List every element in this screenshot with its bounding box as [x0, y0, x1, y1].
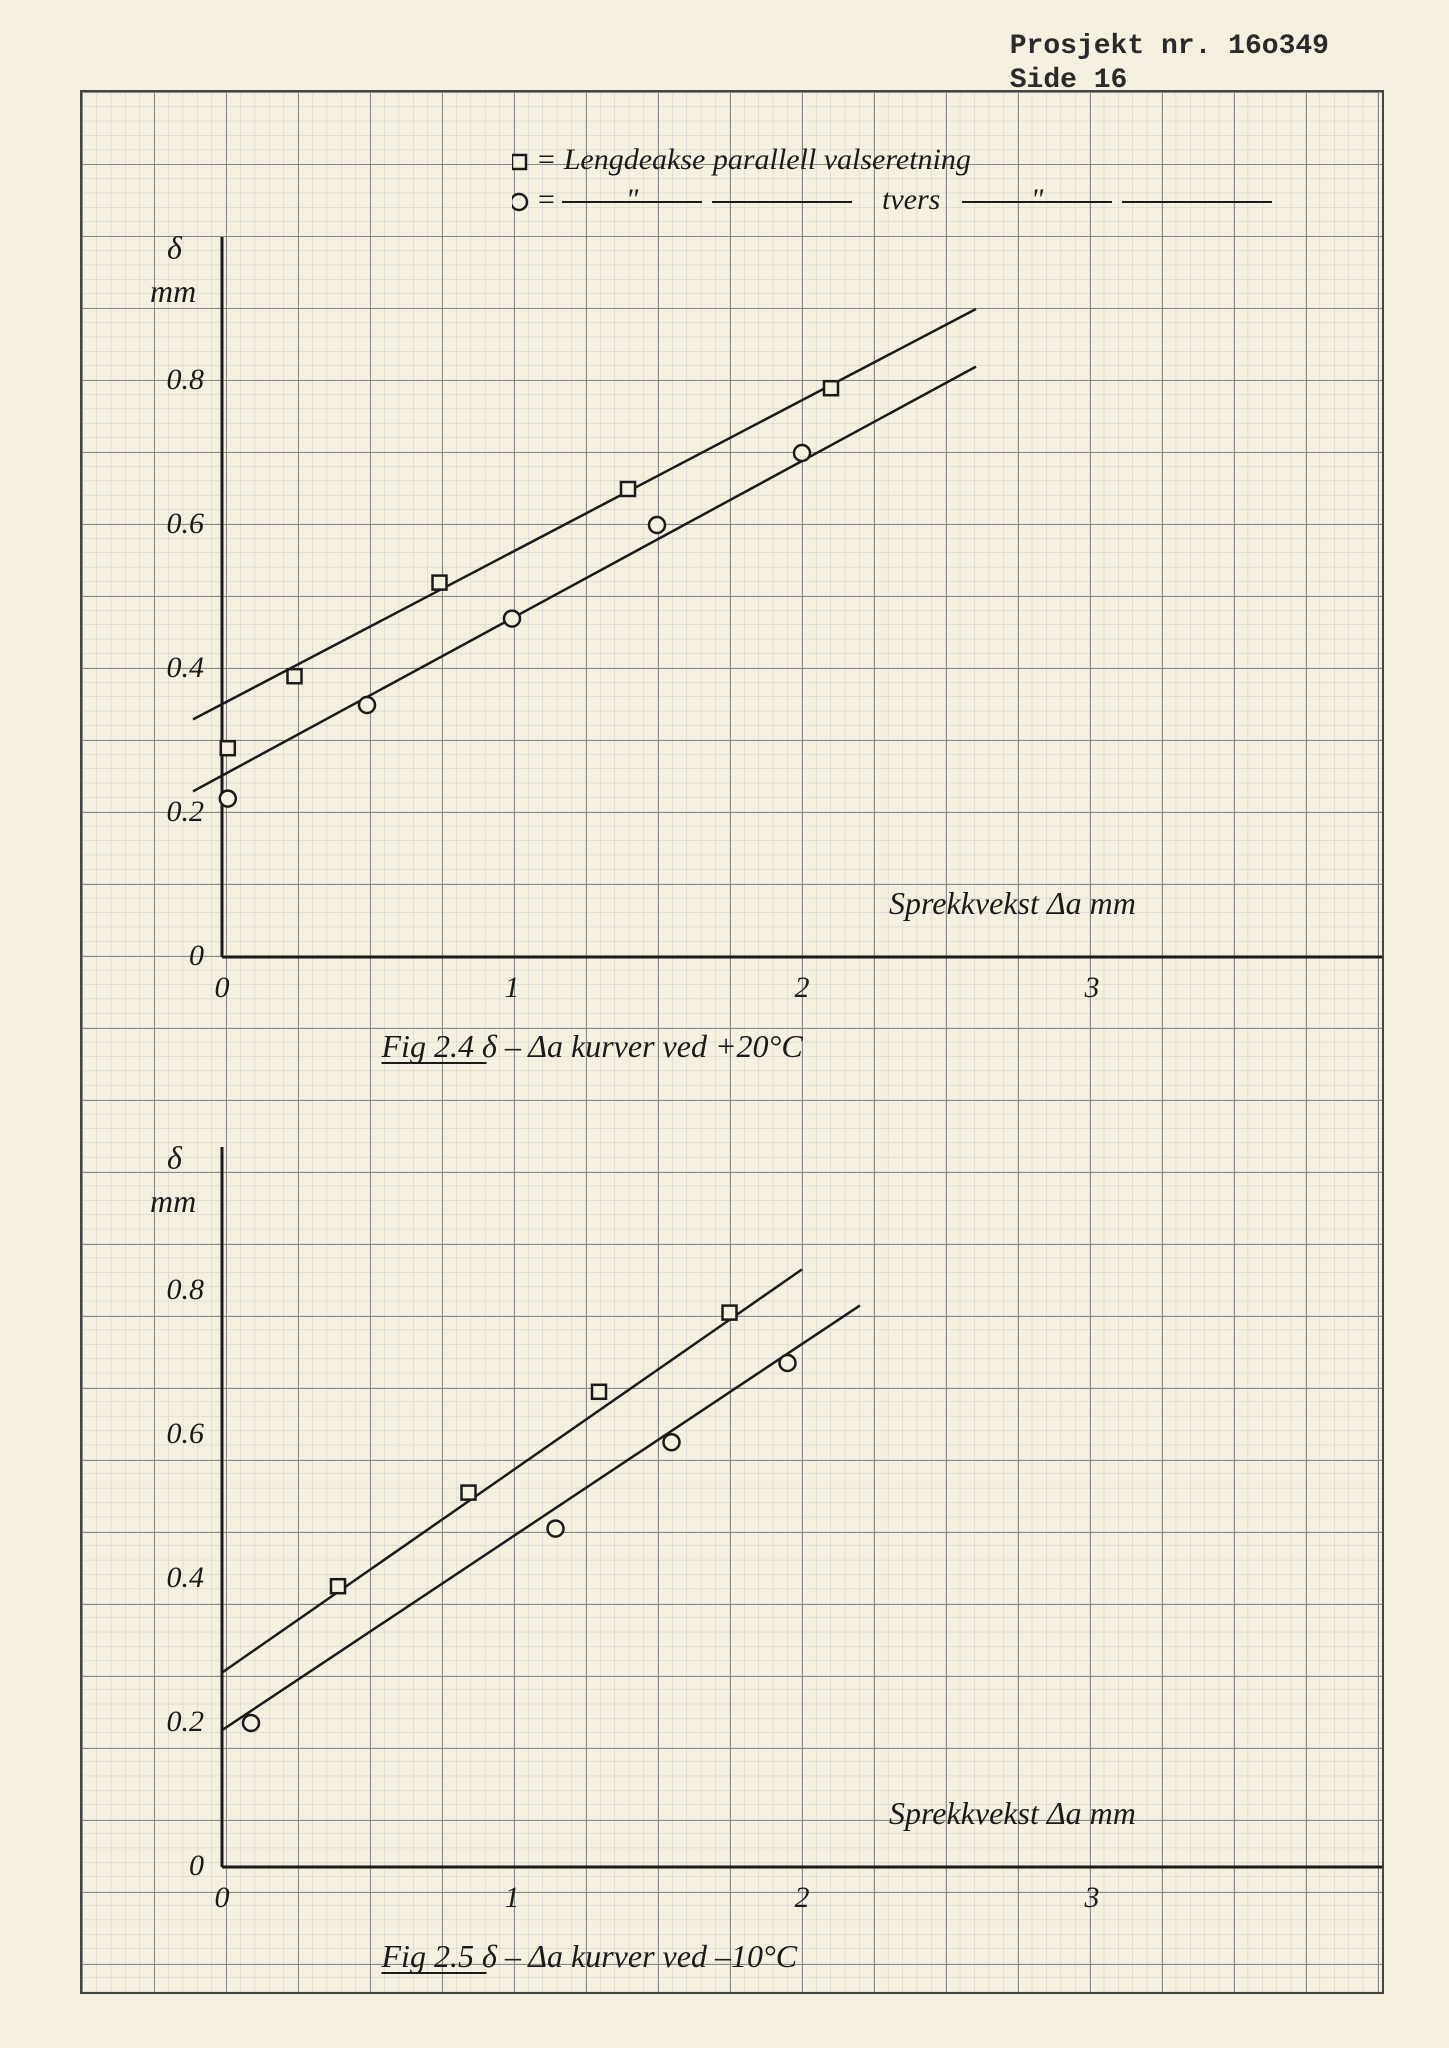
x-tick-label: 2 — [795, 971, 810, 1004]
trend-line-square — [222, 1269, 802, 1672]
page: Prosjekt nr. 16o349 Side 16 = Lengdeakse… — [0, 0, 1449, 2048]
marker-square — [288, 669, 302, 683]
marker-circle — [649, 517, 665, 533]
trend-line-circle — [193, 367, 976, 792]
marker-circle — [220, 791, 236, 807]
chart-fig-2-5: δmm00.20.40.60.80123Sprekkvekst Δa mmFig… — [222, 1147, 1382, 2002]
figure-caption: Fig 2.5 δ – Δa kurver ved –10°C — [381, 1938, 798, 1974]
y-tick-label: 0.6 — [167, 507, 205, 540]
y-tick-label: 0.4 — [167, 651, 205, 684]
legend-ditto-2: " — [1031, 183, 1044, 216]
chart-svg: δmm00.20.40.60.80123Sprekkvekst Δa mmFig… — [222, 237, 1382, 1087]
x-tick-label: 1 — [505, 1881, 520, 1914]
marker-square — [462, 1486, 476, 1500]
legend-circle-icon — [512, 194, 527, 210]
marker-circle — [243, 1715, 259, 1731]
y-axis-symbol: δ — [167, 1140, 183, 1176]
marker-circle — [504, 611, 520, 627]
y-axis-unit: mm — [150, 273, 196, 309]
y-tick-label: 0.8 — [167, 363, 205, 396]
y-axis-unit: mm — [150, 1183, 196, 1219]
header-block: Prosjekt nr. 16o349 Side 16 — [1010, 30, 1329, 97]
marker-square — [331, 1579, 345, 1593]
legend: = Lengdeakse parallell valseretning = " … — [512, 147, 1362, 247]
legend-ditto-1: " — [626, 183, 639, 216]
legend-circle-eq: = — [536, 183, 556, 216]
marker-circle — [664, 1434, 680, 1450]
x-tick-label: 1 — [505, 971, 520, 1004]
y-tick-label: 0 — [189, 1849, 204, 1882]
marker-square — [621, 482, 635, 496]
y-tick-label: 0 — [189, 939, 204, 972]
y-tick-label: 0.8 — [167, 1273, 205, 1306]
x-axis-label: Sprekkvekst Δa mm — [889, 885, 1136, 921]
legend-square-label: = Lengdeakse parallell valseretning — [536, 147, 971, 176]
project-number: Prosjekt nr. 16o349 — [1010, 30, 1329, 64]
y-tick-label: 0.4 — [167, 1561, 205, 1594]
chart-fig-2-4: δmm00.20.40.60.80123Sprekkvekst Δa mmFig… — [222, 237, 1382, 1092]
marker-square — [824, 381, 838, 395]
x-axis-label: Sprekkvekst Δa mm — [889, 1795, 1136, 1831]
y-tick-label: 0.2 — [167, 795, 205, 828]
marker-circle — [794, 445, 810, 461]
y-axis-symbol: δ — [167, 230, 183, 266]
y-tick-label: 0.2 — [167, 1705, 205, 1738]
trend-line-circle — [222, 1305, 860, 1730]
figure-caption: Fig 2.4 δ – Δa kurver ved +20°C — [381, 1028, 804, 1064]
grid-paper: = Lengdeakse parallell valseretning = " … — [80, 90, 1384, 1994]
x-tick-label: 3 — [1084, 1881, 1100, 1914]
legend-circle-label: tvers — [882, 183, 940, 216]
marker-square — [433, 576, 447, 590]
x-tick-label: 2 — [795, 1881, 810, 1914]
marker-square — [221, 741, 235, 755]
y-tick-label: 0.6 — [167, 1417, 205, 1450]
trend-line-square — [193, 309, 976, 719]
legend-square-icon — [512, 155, 526, 169]
marker-circle — [548, 1521, 564, 1537]
marker-square — [592, 1385, 606, 1399]
marker-circle — [780, 1355, 796, 1371]
marker-circle — [359, 697, 375, 713]
x-tick-label: 0 — [215, 1881, 230, 1914]
chart-svg: δmm00.20.40.60.80123Sprekkvekst Δa mmFig… — [222, 1147, 1382, 1997]
x-tick-label: 3 — [1084, 971, 1100, 1004]
marker-square — [723, 1306, 737, 1320]
x-tick-label: 0 — [215, 971, 230, 1004]
